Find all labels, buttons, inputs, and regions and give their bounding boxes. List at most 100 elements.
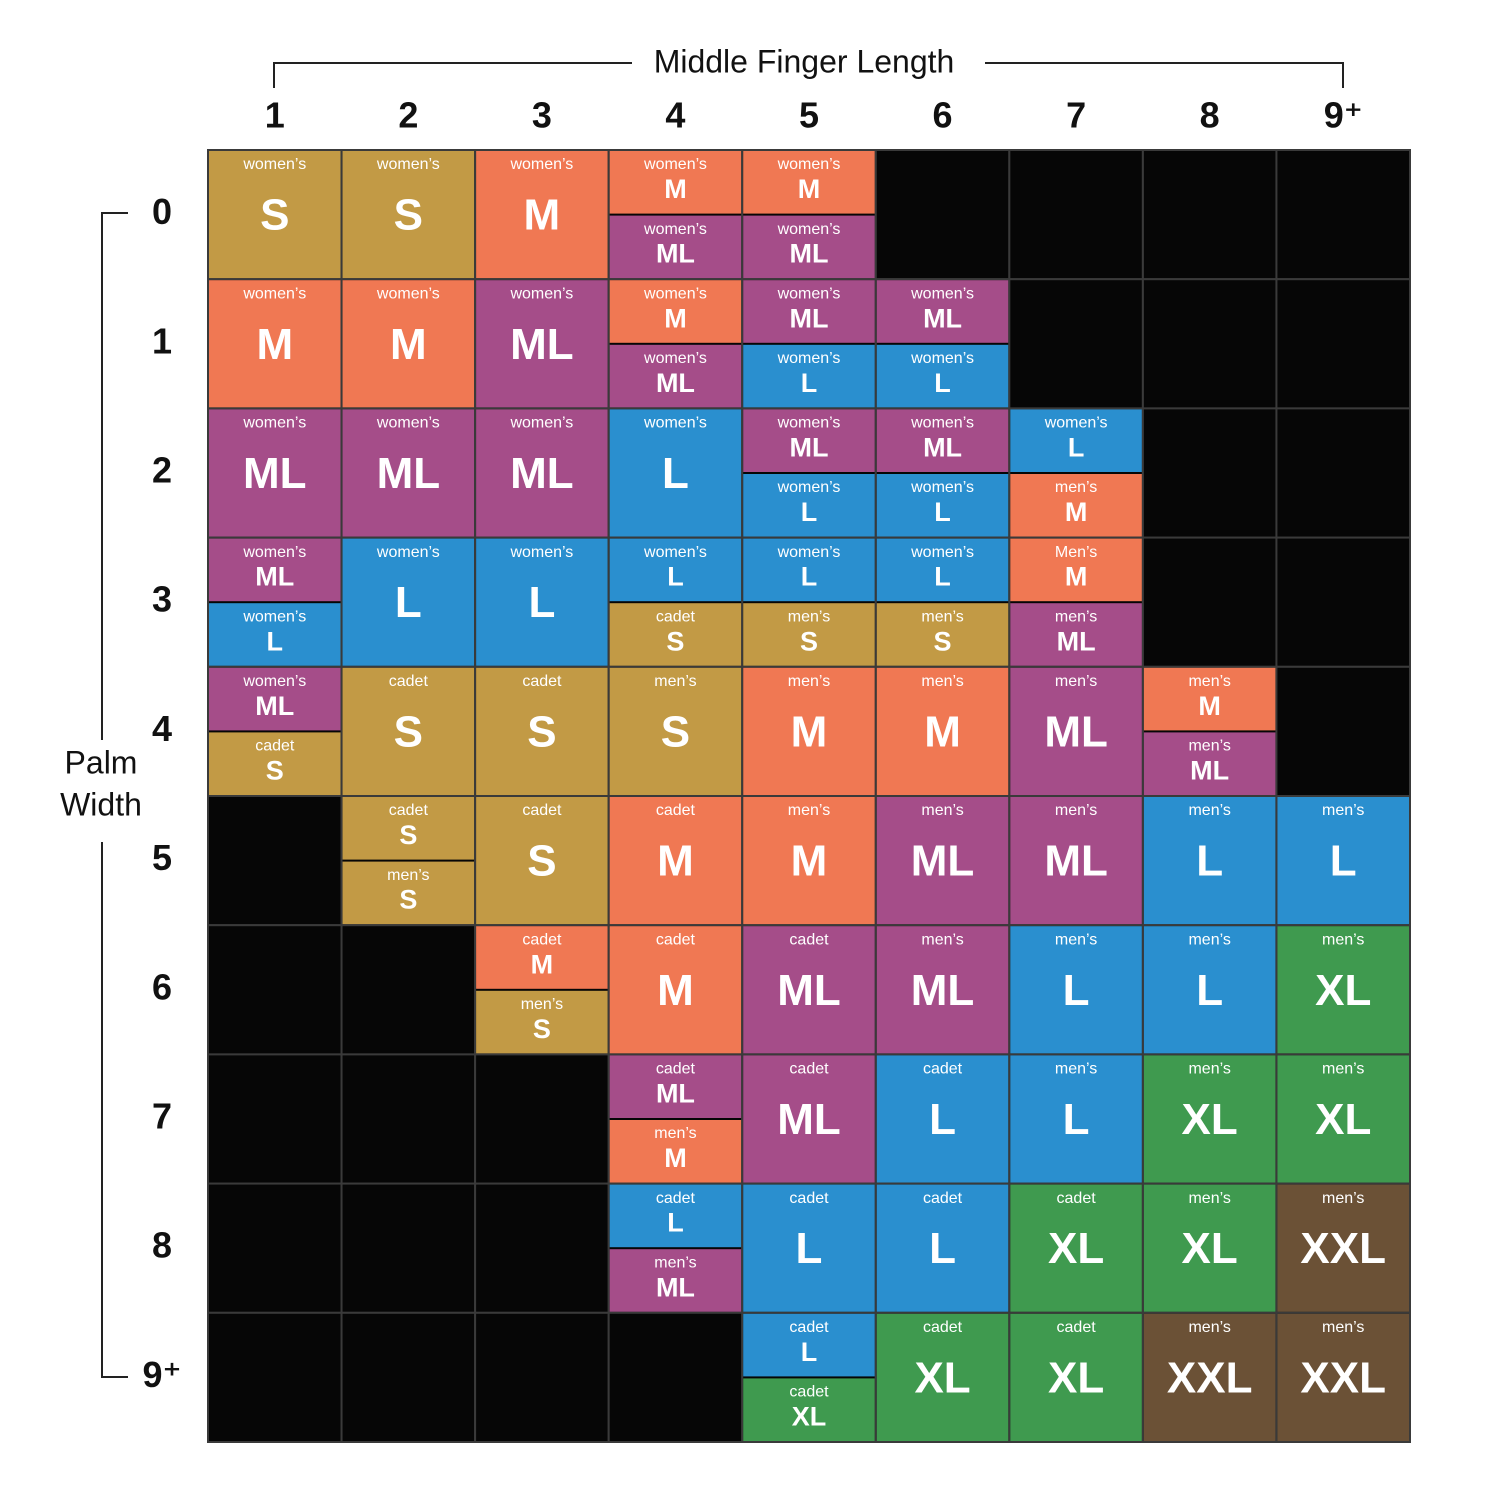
line-label: cadet — [656, 1190, 696, 1207]
line-label: women’s — [509, 544, 573, 561]
cell — [207, 795, 343, 927]
size-block — [209, 280, 341, 408]
size-label: L — [667, 562, 684, 592]
line-label: women’s — [910, 415, 974, 432]
size-block — [743, 1313, 875, 1377]
cell — [474, 1182, 610, 1314]
size-label: ML — [255, 691, 294, 721]
size-label: ML — [790, 239, 829, 269]
cell — [1275, 407, 1412, 539]
size-block — [476, 538, 608, 666]
cell — [340, 1182, 477, 1314]
line-label: men’s — [921, 673, 963, 690]
cell — [207, 924, 343, 1056]
line-label: cadet — [923, 1319, 963, 1336]
line-label: men’s — [1188, 931, 1230, 948]
column-label: 9⁺ — [1324, 95, 1363, 136]
line-label: cadet — [522, 931, 562, 948]
size-label: M — [256, 320, 293, 369]
size-block — [476, 990, 608, 1054]
size-label: XL — [1315, 966, 1371, 1015]
size-block — [209, 538, 341, 602]
size-block — [743, 1055, 875, 1183]
size-block — [476, 280, 608, 408]
size-label: ML — [656, 1272, 695, 1302]
size-label: L — [796, 1224, 823, 1273]
line-label: men’s — [921, 608, 963, 625]
line-label: women’s — [509, 156, 573, 173]
cell — [207, 1311, 343, 1444]
cell — [874, 149, 1011, 281]
size-label: ML — [777, 1095, 841, 1144]
size-block — [1010, 667, 1142, 795]
size-block — [1010, 1184, 1142, 1312]
row-label: 5 — [152, 837, 172, 878]
size-block — [609, 667, 742, 795]
size-block — [1143, 1313, 1276, 1441]
size-block — [609, 344, 742, 408]
line-label: men’s — [1188, 1319, 1230, 1336]
line-label: cadet — [389, 802, 429, 819]
line-label: cadet — [789, 1319, 829, 1336]
size-block — [743, 1184, 875, 1312]
size-block — [476, 667, 608, 795]
line-label: women’s — [777, 221, 841, 238]
cell — [1275, 665, 1412, 797]
size-label: S — [394, 707, 423, 756]
column-label: 2 — [398, 95, 418, 136]
size-label: M — [791, 707, 828, 756]
size-block — [342, 538, 475, 666]
line-label: men’s — [1055, 673, 1097, 690]
size-block — [1277, 1313, 1409, 1441]
line-label: cadet — [389, 673, 429, 690]
size-label: XL — [1048, 1353, 1104, 1402]
size-label: S — [527, 837, 556, 886]
size-block — [1143, 667, 1276, 731]
size-block — [1010, 1313, 1142, 1441]
row-label: 3 — [152, 579, 172, 620]
size-block — [743, 474, 875, 537]
size-label: M — [1065, 562, 1088, 592]
size-label: L — [1063, 966, 1090, 1015]
cell — [1141, 407, 1278, 539]
row-label: 7 — [152, 1096, 172, 1137]
size-label: S — [934, 626, 952, 656]
size-block — [1277, 926, 1409, 1054]
line-label: cadet — [923, 1061, 963, 1078]
size-block — [1143, 732, 1276, 795]
size-block — [743, 1378, 875, 1441]
size-label: L — [934, 368, 951, 398]
size-label: XL — [1315, 1095, 1371, 1144]
line-label: men’s — [1188, 1061, 1230, 1078]
line-label: men’s — [1055, 802, 1097, 819]
size-label: XXL — [1300, 1224, 1386, 1273]
row-label: 8 — [152, 1225, 172, 1266]
size-block — [342, 409, 475, 537]
line-label: cadet — [656, 802, 696, 819]
size-label: L — [801, 562, 818, 592]
size-label: S — [399, 885, 417, 915]
line-label: men’s — [654, 673, 696, 690]
line-label: women’s — [242, 156, 306, 173]
size-block — [1143, 797, 1276, 925]
line-label: cadet — [656, 608, 696, 625]
cell — [207, 1053, 343, 1185]
line-label: men’s — [1188, 802, 1230, 819]
size-block — [743, 797, 875, 925]
size-block — [876, 1055, 1009, 1183]
row-label: 2 — [152, 450, 172, 491]
line-label: women’s — [910, 285, 974, 302]
line-label: women’s — [777, 156, 841, 173]
line-label: cadet — [255, 738, 295, 755]
line-label: women’s — [643, 156, 707, 173]
row-label: 0 — [152, 191, 172, 232]
size-block — [876, 538, 1009, 602]
line-label: women’s — [509, 285, 573, 302]
size-label: S — [666, 626, 684, 656]
line-label: women’s — [777, 544, 841, 561]
size-block — [876, 280, 1009, 343]
line-label: women’s — [910, 350, 974, 367]
size-label: ML — [911, 837, 975, 886]
size-label: ML — [790, 433, 829, 463]
